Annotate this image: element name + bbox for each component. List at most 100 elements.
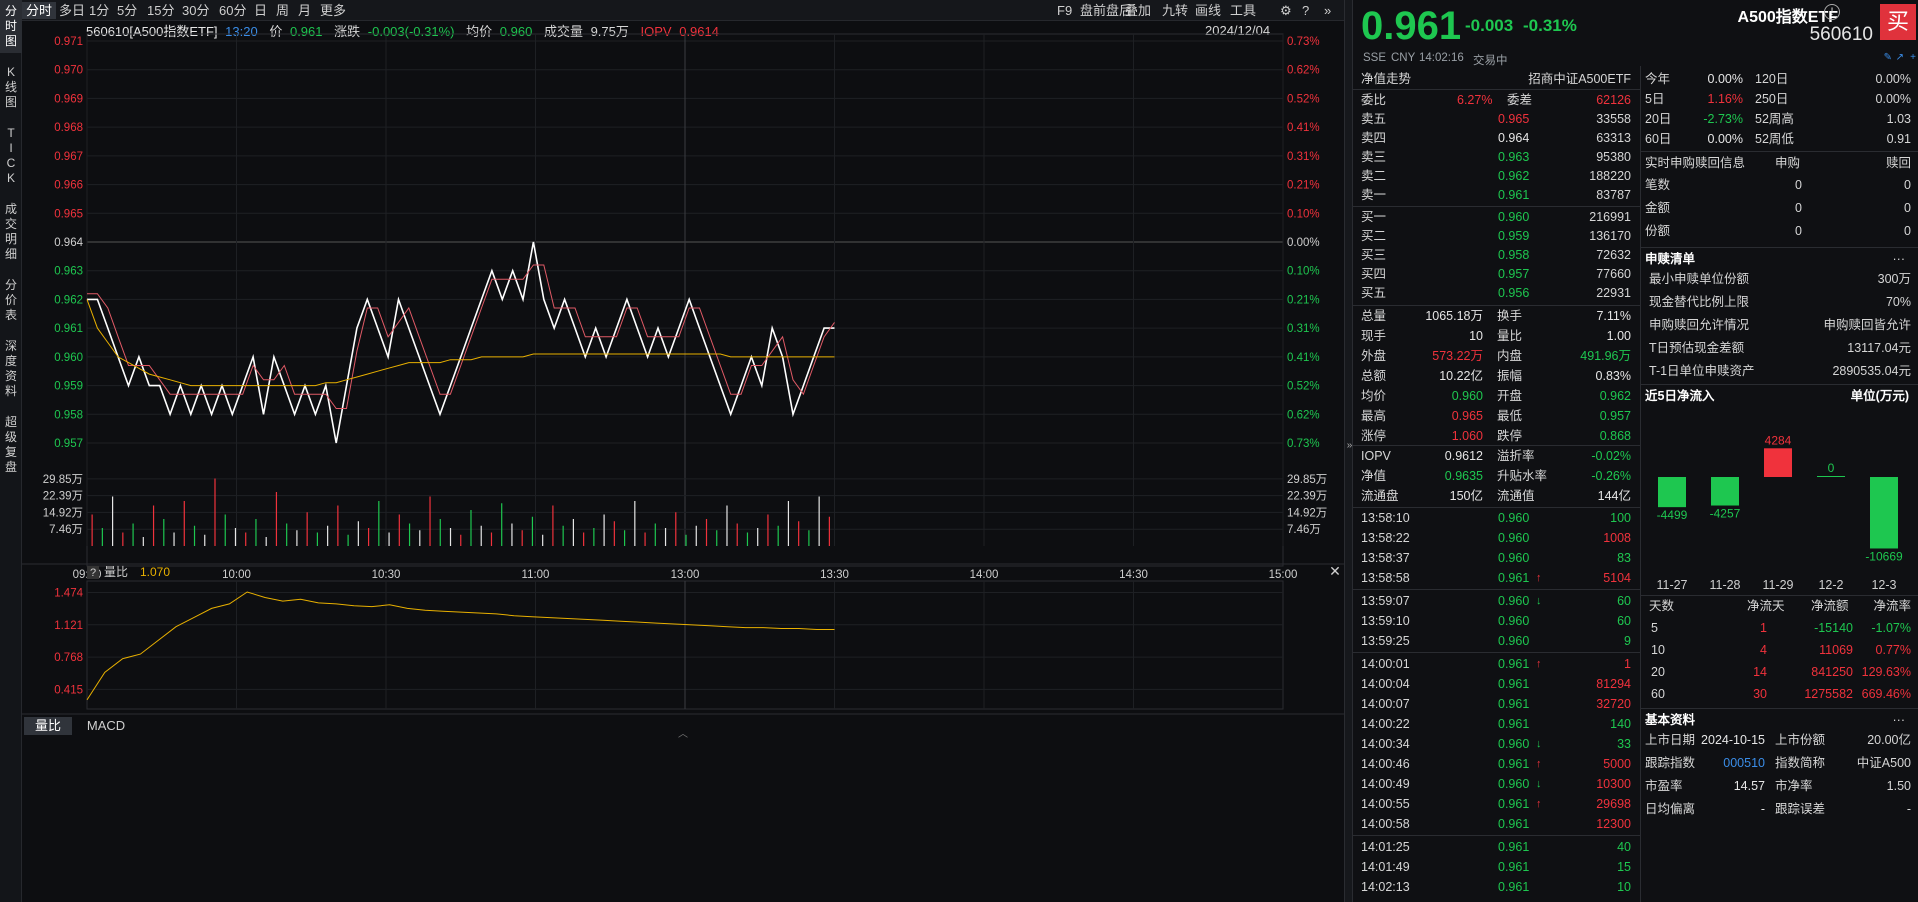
period-tab-10[interactable]: 更多 — [320, 3, 347, 18]
ratio-line — [86, 591, 835, 701]
help-icon[interactable]: ? — [1302, 3, 1310, 18]
panel-splitter[interactable]: » — [1344, 0, 1353, 902]
basic-value: 14.57 — [1733, 779, 1765, 793]
vol-tick-label: 29.85万 — [43, 474, 83, 486]
ask-label: 卖五 — [1361, 112, 1387, 126]
flow-days: 10 — [1651, 643, 1665, 657]
gear-icon[interactable]: ⚙ — [1280, 3, 1292, 18]
trade-status: 交易中 — [1473, 55, 1508, 67]
stat-value: 1065.18万 — [1425, 309, 1483, 323]
bid-volume: 77660 — [1596, 267, 1631, 281]
side-tab-char: 价 — [4, 293, 17, 307]
tick-volume: 10 — [1617, 880, 1631, 894]
creation-value: 70% — [1885, 295, 1911, 309]
tick-direction-icon: ↑ — [1536, 758, 1542, 770]
inflow-bar-label: -10669 — [1865, 549, 1903, 563]
price-tick-label: 0.962 — [54, 294, 83, 306]
price-tick-label: 0.967 — [54, 151, 83, 163]
help-icon: ? — [90, 567, 96, 579]
basic-header: 基本资料 ··· — [1645, 711, 1915, 729]
bid-price: 0.957 — [1498, 267, 1530, 281]
buy-button[interactable]: 买 — [1880, 4, 1916, 40]
period-tab-5[interactable]: 30分 — [182, 3, 210, 18]
tick-price: 0.961 — [1498, 717, 1530, 731]
toolbar-0[interactable]: F9 — [1057, 3, 1073, 18]
tick-row: 14:00:34 0.960 33 ↓ — [1361, 735, 1641, 753]
period-tab-7[interactable]: 日 — [254, 3, 268, 18]
pct-tick-label: 0.31% — [1287, 151, 1320, 163]
side-tab-5[interactable]: 深度资料 — [0, 335, 22, 403]
pct-tick-label: 0.31% — [1287, 323, 1320, 335]
stock-code-name: 560610[A500指数ETF] — [86, 24, 218, 39]
tick-row: 14:00:22 0.961 140 — [1361, 715, 1641, 733]
x-tick-label: 10:00 — [222, 569, 251, 581]
period-tab-2[interactable]: 1分 — [89, 3, 110, 18]
tick-time: 14:00:04 — [1361, 677, 1410, 691]
redeem-buy: 0 — [1795, 224, 1802, 238]
bid-row: 买四 0.957 77660 — [1361, 265, 1641, 283]
ratio-tick-label: 0.415 — [54, 684, 83, 696]
expand-icon[interactable]: » — [1324, 3, 1332, 18]
period-value: 0.91 — [1886, 132, 1911, 146]
tick-row: 14:00:46 0.961 5000 ↑ — [1361, 755, 1641, 773]
basic-value: 000510 — [1723, 756, 1765, 770]
tick-direction-icon: ↓ — [1536, 595, 1542, 607]
flow-amount: 1275582 — [1804, 687, 1853, 701]
toolbar-3[interactable]: 九转 — [1162, 3, 1189, 18]
x-tick-label: 13:00 — [671, 569, 700, 581]
bid-row: 买一 0.960 216991 — [1361, 208, 1641, 226]
period-tab-6[interactable]: 60分 — [219, 3, 247, 18]
quote-panel: 0.961 -0.003 -0.31% A500指数ETF! 560610 买 SSE CNY… — [1353, 0, 1918, 902]
toolbar-1[interactable]: 盘前盘后 — [1080, 3, 1133, 18]
inflow-header: 近5日净流入 单位(万元) — [1645, 387, 1915, 405]
x-tick-label: 14:30 — [1119, 569, 1148, 581]
flow-row: 5 1 -15140 -1.07% — [1645, 619, 1915, 637]
arrow-icon[interactable]: ↗ — [1895, 52, 1904, 63]
period-value: 1.16% — [1707, 92, 1743, 106]
plus-icon[interactable]: + — [1910, 52, 1916, 63]
weicha-label: 委差 — [1507, 93, 1533, 107]
flow-days: 60 — [1651, 687, 1665, 701]
stat-value: 0.957 — [1599, 409, 1631, 423]
period-tab-0[interactable]: 分时 — [22, 2, 57, 19]
info-icon[interactable]: ! — [1824, 4, 1840, 20]
tick-price: 0.960 — [1498, 531, 1530, 545]
basic-value: - — [1906, 802, 1911, 816]
ask-volume: 63313 — [1596, 131, 1631, 145]
pct-tick-label: 0.21% — [1287, 180, 1320, 192]
weibi-label: 委比 — [1361, 93, 1387, 107]
toolbar-2[interactable]: 叠加 — [1125, 3, 1152, 18]
tick-row: 13:59:10 0.960 60 — [1361, 612, 1641, 630]
side-tab-3[interactable]: 成交明细 — [0, 198, 22, 266]
tick-row: 14:01:49 0.961 15 — [1361, 858, 1641, 876]
period-tab-8[interactable]: 周 — [276, 3, 290, 18]
creation-more-icon: ··· — [1892, 252, 1906, 266]
side-tab-6[interactable]: 超级复盘 — [0, 411, 22, 479]
intraday-chart[interactable]: 0.971 0.73% 0.970 0.62% 0.969 0.52% 0.968 0.41%… — [22, 21, 1344, 902]
period-tab-1[interactable]: 多日 — [59, 3, 86, 18]
toolbar-4[interactable]: 画线 — [1195, 3, 1222, 18]
pencil-icon[interactable]: ✎ — [1883, 52, 1892, 63]
period-tab-9[interactable]: 月 — [298, 3, 312, 18]
avg-line — [86, 299, 835, 387]
creation-value: 2890535.04元 — [1832, 364, 1911, 378]
tick-time: 14:01:25 — [1361, 840, 1410, 854]
bid-row: 买三 0.958 72632 — [1361, 246, 1641, 264]
ask-label: 卖一 — [1361, 188, 1387, 202]
side-tab-char: 级 — [4, 430, 17, 444]
side-tab-4[interactable]: 分价表 — [0, 274, 22, 327]
side-tab-0[interactable]: 分时图 — [0, 0, 22, 53]
tick-time: 13:59:10 — [1361, 614, 1410, 628]
flow-rate: -1.07% — [1871, 621, 1911, 635]
weibi-value: 6.27% — [1457, 93, 1493, 107]
toolbar-5[interactable]: 工具 — [1230, 3, 1257, 18]
ask-volume: 188220 — [1589, 169, 1631, 183]
stat-row: 净值 0.9635 升贴水率 -0.26% — [1361, 467, 1641, 485]
period-tab-3[interactable]: 5分 — [117, 3, 138, 18]
period-tab-4[interactable]: 15分 — [147, 3, 175, 18]
expand-arrow-icon[interactable]: » — [1346, 440, 1353, 451]
inflow-bar — [1711, 477, 1739, 506]
